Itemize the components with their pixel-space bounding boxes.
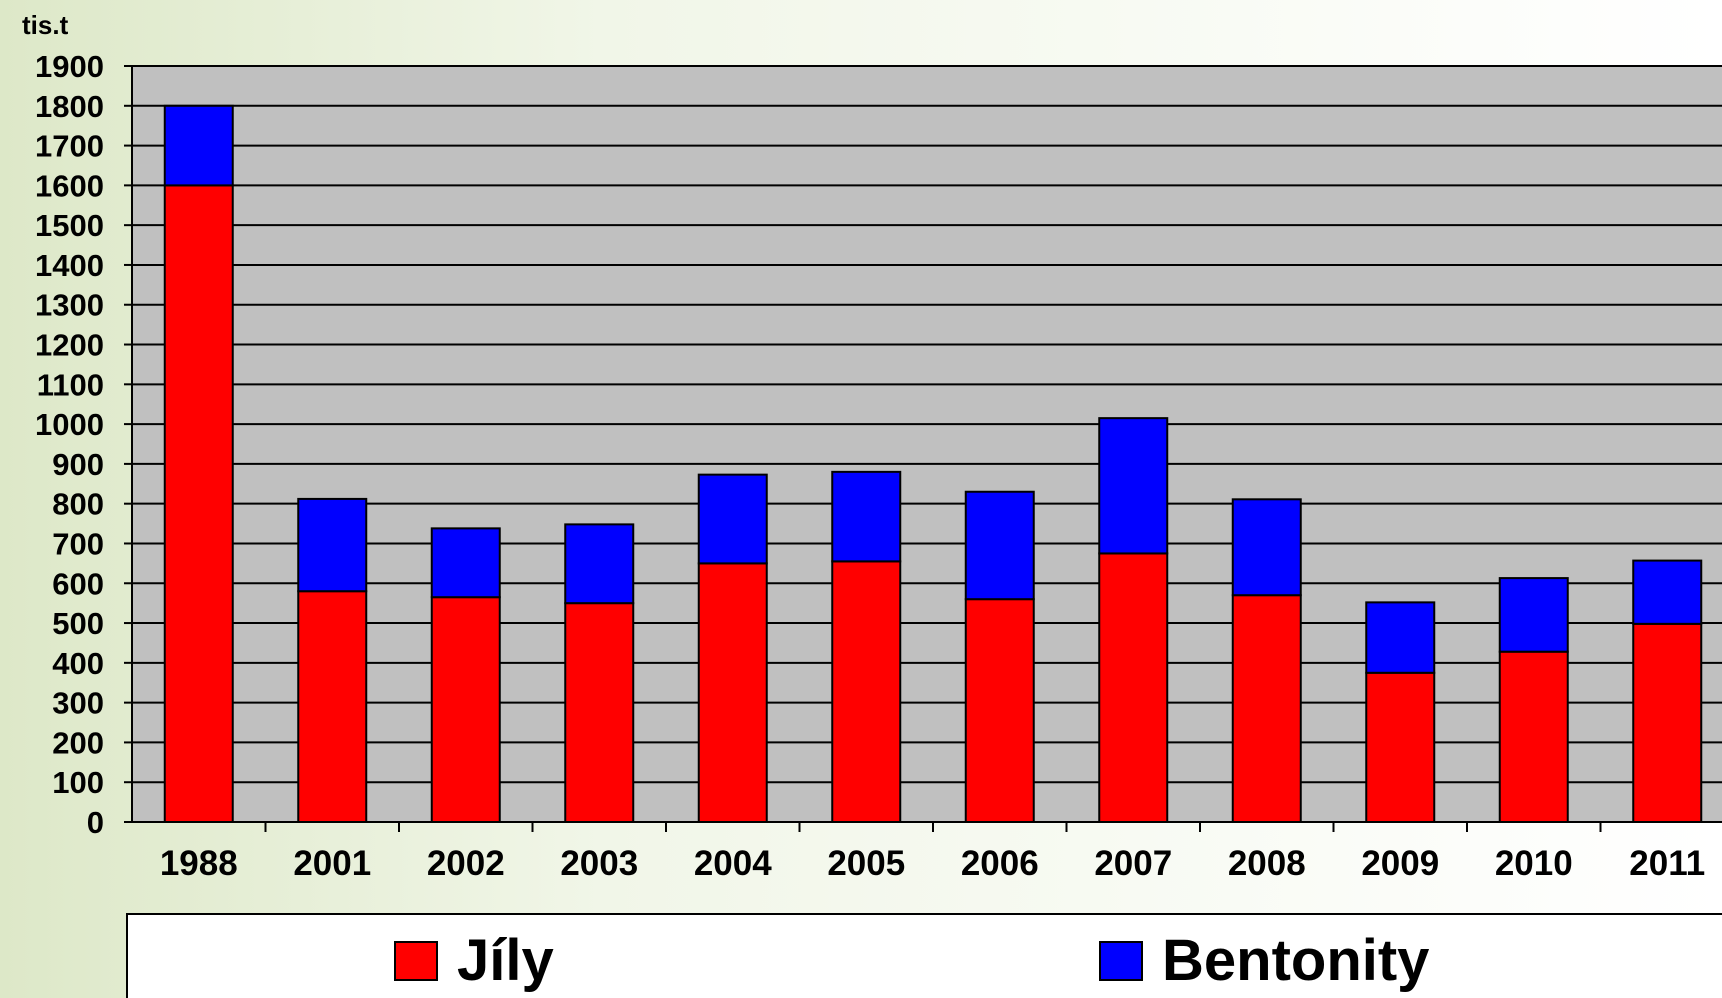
bar-bentonity-2001: [297, 497, 368, 593]
y-tick-label: 500: [52, 606, 104, 641]
x-tick-label: 2009: [1361, 844, 1439, 883]
y-axis-label: tis.t: [22, 10, 69, 40]
x-tick-label: 2002: [427, 844, 505, 883]
y-tick-label: 1900: [35, 49, 104, 84]
y-tick-label: 1300: [35, 288, 104, 323]
bar-jily-2004: [697, 562, 768, 823]
y-tick-label: 0: [87, 805, 104, 840]
x-tick-label: 2001: [293, 844, 371, 883]
gridlines: [132, 65, 1722, 784]
plot-area: [132, 66, 1722, 822]
y-tick-label: 1200: [35, 328, 104, 363]
legend: Jíly Bentonity: [126, 913, 1722, 998]
axes: [131, 65, 1722, 823]
bar-bentonity-2008: [1231, 498, 1302, 597]
y-tick-label: 600: [52, 566, 104, 601]
x-tick-label: 2008: [1228, 844, 1306, 883]
y-tick-label: 300: [52, 686, 104, 721]
bar-bentonity-2006: [964, 490, 1035, 601]
y-tick-label: 1500: [35, 208, 104, 243]
x-tick-label: 2010: [1495, 844, 1573, 883]
bar-jily-2011: [1632, 622, 1703, 824]
y-tick-label: 700: [52, 526, 104, 561]
legend-swatch-bentonity: [1099, 941, 1143, 981]
x-tick-label: 2006: [961, 844, 1039, 883]
x-tick-label: 2003: [560, 844, 638, 883]
x-tick-label: 2004: [694, 844, 772, 883]
bar-bentonity-2009: [1365, 601, 1436, 674]
y-tick-label: 1100: [37, 367, 104, 402]
bar-bentonity-2005: [831, 470, 902, 563]
bar-jily-1988: [163, 184, 234, 824]
legend-box: [126, 913, 1722, 998]
bar-bentonity-2011: [1632, 559, 1703, 625]
y-tick-label: 1600: [35, 168, 104, 203]
y-tick-labels: 0 100 200 300 400 500 600 700 800 900 1000 1100 1200…: [35, 49, 132, 840]
x-tick-labels: 1988 2001 2002 2003 2004 2005 2006 2007 2008 2009…: [160, 822, 1705, 883]
bar-bentonity-1988: [163, 104, 234, 187]
y-tick-label: 100: [52, 765, 104, 800]
y-tick-label: 1700: [35, 129, 104, 164]
bar-jily-2006: [964, 598, 1035, 824]
bar-jily-2007: [1098, 552, 1169, 824]
bar-jily-2008: [1231, 594, 1302, 824]
bar-bentonity-2003: [564, 523, 635, 605]
x-tick-label: 2007: [1094, 844, 1172, 883]
bar-bentonity-2007: [1098, 417, 1169, 555]
y-tick-label: 1400: [35, 248, 104, 283]
bar-bentonity-2010: [1498, 577, 1569, 653]
bar-jily-2005: [831, 560, 902, 824]
bar-jily-2010: [1498, 650, 1569, 823]
bar-bentonity-2004: [697, 473, 768, 565]
x-tick-label: 2011: [1629, 844, 1705, 883]
y-tick-label: 900: [52, 447, 104, 482]
bar-jily-2002: [430, 596, 501, 823]
bar-jily-2009: [1365, 671, 1436, 824]
y-tick-label: 1800: [35, 89, 104, 124]
bars: [163, 104, 1703, 824]
y-tick-label: 200: [52, 725, 104, 760]
y-tick-label: 800: [52, 487, 104, 522]
x-tick-label: 1988: [160, 844, 238, 883]
y-tick-label: 400: [52, 646, 104, 681]
bar-jily-2001: [297, 590, 368, 824]
legend-label-bentonity: Bentonity: [1162, 928, 1429, 993]
bar-bentonity-2002: [430, 527, 501, 599]
legend-swatch-jily: [394, 941, 438, 981]
legend-label-jily: Jíly: [457, 928, 554, 993]
y-tick-label: 1000: [35, 407, 104, 442]
x-tick-label: 2005: [827, 844, 905, 883]
bar-jily-2003: [564, 602, 635, 823]
